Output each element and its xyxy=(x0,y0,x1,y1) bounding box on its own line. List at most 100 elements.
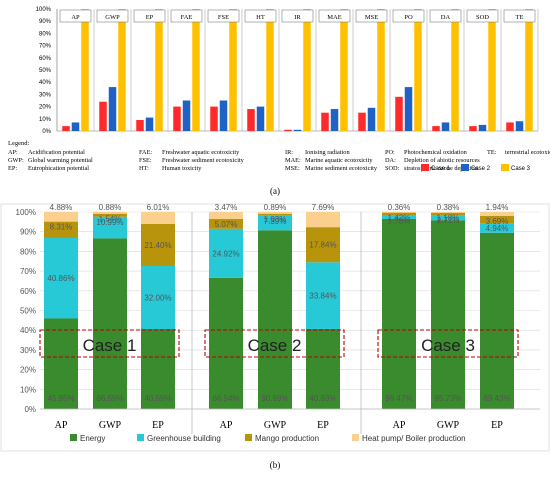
panel-a-category-label: AP xyxy=(71,14,80,21)
panel-b-legend: Energy Greenhouse building Mango productio… xyxy=(70,434,466,443)
legend-abbreviation: FSE: xyxy=(139,157,152,164)
panel-b-segment-greenhouse-building xyxy=(93,216,127,239)
panel-a-category-label: GWP xyxy=(105,14,120,21)
panel-b-segment-energy xyxy=(209,277,243,409)
panel-b-ytick-label: 50% xyxy=(20,307,36,316)
panel-b-data-label: 33.84% xyxy=(309,292,336,301)
panel-a-bar-case-3 xyxy=(266,9,274,131)
panel-a-bar-case-2 xyxy=(330,109,339,131)
panel-b-segment-mango-production xyxy=(431,212,465,216)
legend-description: stratospheric ozone depletion xyxy=(404,165,479,172)
legend-swatch xyxy=(352,434,359,441)
legend-series-name: Case 1 xyxy=(431,166,451,172)
panel-b-segment-heat-pump-boiler-production xyxy=(44,212,78,222)
legend-swatch xyxy=(70,434,77,441)
legend-swatch xyxy=(461,164,469,171)
panel-b-data-label: 24.92% xyxy=(212,249,239,258)
panel-b-segment-greenhouse-building xyxy=(382,215,416,219)
panel-b-segment-heat-pump-boiler-production xyxy=(382,211,416,213)
panel-a-category-label-box xyxy=(170,9,203,23)
panel-b-case-box xyxy=(39,329,180,358)
panel-a-bar-case-2 xyxy=(478,124,487,131)
legend-swatch xyxy=(501,164,509,171)
panel-b-segment-mango-production xyxy=(141,223,175,266)
panel-b-segment-heat-pump-boiler-production xyxy=(258,212,292,214)
panel-b-data-label: 7.39% xyxy=(264,217,287,226)
panel-b-data-label: 6.01% xyxy=(147,203,170,212)
panel-b-category-label: EP xyxy=(491,420,503,431)
panel-a-bar-case-2 xyxy=(182,100,191,131)
panel-b-data-label: 3.69% xyxy=(486,217,509,226)
panel-b-category-label: AP xyxy=(220,420,233,431)
panel-a-category-label-box xyxy=(96,9,129,23)
panel-b-segment-mango-production xyxy=(44,221,78,238)
panel-a-bar-case-3 xyxy=(192,9,200,131)
panel-b-category-label: AP xyxy=(393,420,406,431)
panel-b-segment-greenhouse-building xyxy=(258,215,292,231)
panel-a-category-label: EP xyxy=(146,14,154,21)
panel-a-ytick-label: 0% xyxy=(42,129,51,135)
panel-b-segment-mango-production xyxy=(209,218,243,229)
panel-b-case-label: Case 2 xyxy=(248,336,302,355)
panel-b-segment-energy xyxy=(141,329,175,409)
panel-b-data-label: 21.40% xyxy=(144,241,171,250)
legend-description: Eutrophication potential xyxy=(28,165,89,172)
panel-b-segment-greenhouse-building xyxy=(480,223,514,233)
panel-a-category-label-box xyxy=(133,9,166,23)
panel-a-category-label: MSE xyxy=(365,14,378,21)
panel-b-data-label: 40.59% xyxy=(144,394,171,403)
panel-b-data-label: 1.18% xyxy=(437,214,460,223)
panel-b-data-label: 4.88% xyxy=(50,203,73,212)
panel-a-legend-title: Legend: xyxy=(8,140,29,147)
panel-a-category-label: IR xyxy=(294,14,301,21)
panel-a-legend-text: Legend: AP: Acidification potential FAE: Fre… xyxy=(8,140,550,172)
panel-b-data-label: 3.47% xyxy=(215,203,238,212)
panel-a-bar-case-3 xyxy=(303,9,311,131)
panel-b-segment-energy xyxy=(258,230,292,409)
legend-series-name: Mango production xyxy=(255,434,319,443)
panel-b-segment-greenhouse-building xyxy=(306,262,340,329)
panel-b-data-label: 1.94% xyxy=(486,203,509,212)
panel-a-label: (a) xyxy=(270,186,280,196)
panel-a-bar-case-2 xyxy=(219,100,228,131)
legend-series-name: Case 2 xyxy=(471,166,491,172)
panel-a-category-label-box xyxy=(466,9,499,23)
panel-b-data-label: 4.94% xyxy=(486,224,509,233)
legend-description: Photochemical oxidation xyxy=(404,149,468,156)
panel-b-segment-energy xyxy=(306,328,340,409)
panel-b-segment-mango-production xyxy=(258,213,292,216)
panel-a-bar-case-3 xyxy=(414,9,422,131)
panel-b-segment-greenhouse-building xyxy=(44,237,78,319)
panel-a-bar-case-3 xyxy=(488,9,496,131)
panel-a-bar-case-2 xyxy=(404,87,413,131)
panel-b-ytick-label: 0% xyxy=(24,405,36,414)
panel-b-segment-mango-production xyxy=(480,215,514,224)
panel-a-bar-case-1 xyxy=(432,126,440,131)
panel-b-segment-mango-production xyxy=(382,212,416,216)
panel-a-chart: 0% 10% 20% 30% 40% 50% 60% 70% 80% 90% 100% AP GWP EP… xyxy=(36,7,539,135)
panel-b-ytick-label: 70% xyxy=(20,267,36,276)
panel-a-category-label: TE xyxy=(516,14,524,21)
panel-b-data-label: 7.69% xyxy=(312,203,335,212)
panel-a-category-label-box xyxy=(355,9,388,23)
panel-b-data-label: 40.86% xyxy=(47,274,74,283)
panel-b-segment-energy xyxy=(382,218,416,409)
panel-b-segment-greenhouse-building xyxy=(209,228,243,278)
panel-b-data-label: 0.36% xyxy=(388,203,411,212)
panel-b-category-label: GWP xyxy=(99,420,122,431)
panel-a-ytick-label: 30% xyxy=(39,92,52,98)
panel-a-category-label-box xyxy=(392,9,425,23)
panel-b-data-label: 1.42% xyxy=(388,214,411,223)
panel-b-category-label: EP xyxy=(317,420,329,431)
legend-description: Human toxicity xyxy=(162,165,202,172)
panel-b-data-label: 1.03% xyxy=(264,215,287,224)
panel-a-bar-case-2 xyxy=(293,129,302,131)
panel-b-data-label: 0.38% xyxy=(437,203,460,212)
panel-a-bar-case-3 xyxy=(155,9,163,131)
legend-abbreviation: GWP: xyxy=(8,157,24,164)
panel-a-bar-case-1 xyxy=(99,101,107,131)
panel-b-ytick-label: 10% xyxy=(20,385,36,394)
panel-b-case-box xyxy=(204,329,345,358)
panel-a-bar-case-1 xyxy=(136,120,144,131)
